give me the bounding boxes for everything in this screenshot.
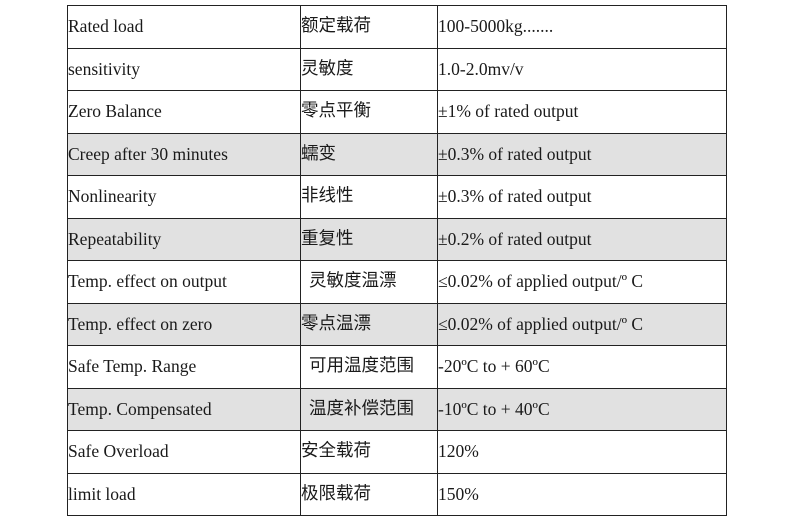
parameter-value: 120% xyxy=(437,430,727,474)
parameter-name-zh: 额定载荷 xyxy=(300,5,438,49)
parameter-name-en: Rated load xyxy=(67,5,301,49)
parameter-name-en: Nonlinearity xyxy=(67,175,301,219)
parameter-value: ±0.3% of rated output xyxy=(437,175,727,219)
parameter-value: ≤0.02% of applied output/º C xyxy=(437,260,727,304)
spec-table: Rated load 额定载荷 100-5000kg....... sensitivi… xyxy=(67,5,727,516)
parameter-name-en: sensitivity xyxy=(67,47,301,91)
parameter-name-zh: 灵敏度 xyxy=(300,47,438,91)
parameter-name-en: Safe Overload xyxy=(67,430,301,474)
table-row: Temp. Compensated 温度补偿范围 -10ºC to + 40ºC xyxy=(67,387,727,431)
parameter-name-zh: 灵敏度温漂 xyxy=(300,260,438,304)
parameter-value: 100-5000kg....... xyxy=(437,5,727,49)
table-row: Rated load 额定载荷 100-5000kg....... xyxy=(67,5,727,49)
parameter-name-en: Creep after 30 minutes xyxy=(67,132,301,176)
parameter-name-zh: 安全载荷 xyxy=(300,430,438,474)
table-row: Nonlinearity 非线性 ±0.3% of rated output xyxy=(67,175,727,219)
parameter-name-zh: 重复性 xyxy=(300,217,438,261)
parameter-name-en: Safe Temp. Range xyxy=(67,345,301,389)
parameter-name-en: Zero Balance xyxy=(67,90,301,134)
parameter-name-zh: 零点平衡 xyxy=(300,90,438,134)
parameter-name-zh: 蠕变 xyxy=(300,132,438,176)
parameter-value: ±1% of rated output xyxy=(437,90,727,134)
table-row: Repeatability 重复性 ±0.2% of rated output xyxy=(67,217,727,261)
table-row: Safe Overload 安全载荷 120% xyxy=(67,430,727,474)
table-row: sensitivity 灵敏度 1.0-2.0mv/v xyxy=(67,47,727,91)
parameter-value: 1.0-2.0mv/v xyxy=(437,47,727,91)
parameter-value: 150% xyxy=(437,472,727,516)
parameter-name-en: Temp. effect on zero xyxy=(67,302,301,346)
parameter-name-en: Temp. Compensated xyxy=(67,387,301,431)
parameter-value: ±0.2% of rated output xyxy=(437,217,727,261)
parameter-name-en: Repeatability xyxy=(67,217,301,261)
parameter-value: ≤0.02% of applied output/º C xyxy=(437,302,727,346)
parameter-value: -20ºC to + 60ºC xyxy=(437,345,727,389)
table-row: Safe Temp. Range 可用温度范围 -20ºC to + 60ºC xyxy=(67,345,727,389)
parameter-name-zh: 零点温漂 xyxy=(300,302,438,346)
parameter-value: -10ºC to + 40ºC xyxy=(437,387,727,431)
parameter-name-zh: 极限载荷 xyxy=(300,472,438,516)
spec-table-body: Rated load 额定载荷 100-5000kg....... sensitivi… xyxy=(67,5,727,516)
parameter-name-en: Temp. effect on output xyxy=(67,260,301,304)
table-row: Creep after 30 minutes 蠕变 ±0.3% of rated o… xyxy=(67,132,727,176)
table-row: limit load 极限载荷 150% xyxy=(67,472,727,516)
parameter-name-zh: 温度补偿范围 xyxy=(300,387,438,431)
table-row: Zero Balance 零点平衡 ±1% of rated output xyxy=(67,90,727,134)
table-row: Temp. effect on zero 零点温漂 ≤0.02% of applie… xyxy=(67,302,727,346)
parameter-value: ±0.3% of rated output xyxy=(437,132,727,176)
parameter-name-en: limit load xyxy=(67,472,301,516)
parameter-name-zh: 可用温度范围 xyxy=(300,345,438,389)
table-row: Temp. effect on output 灵敏度温漂 ≤0.02% of app… xyxy=(67,260,727,304)
parameter-name-zh: 非线性 xyxy=(300,175,438,219)
